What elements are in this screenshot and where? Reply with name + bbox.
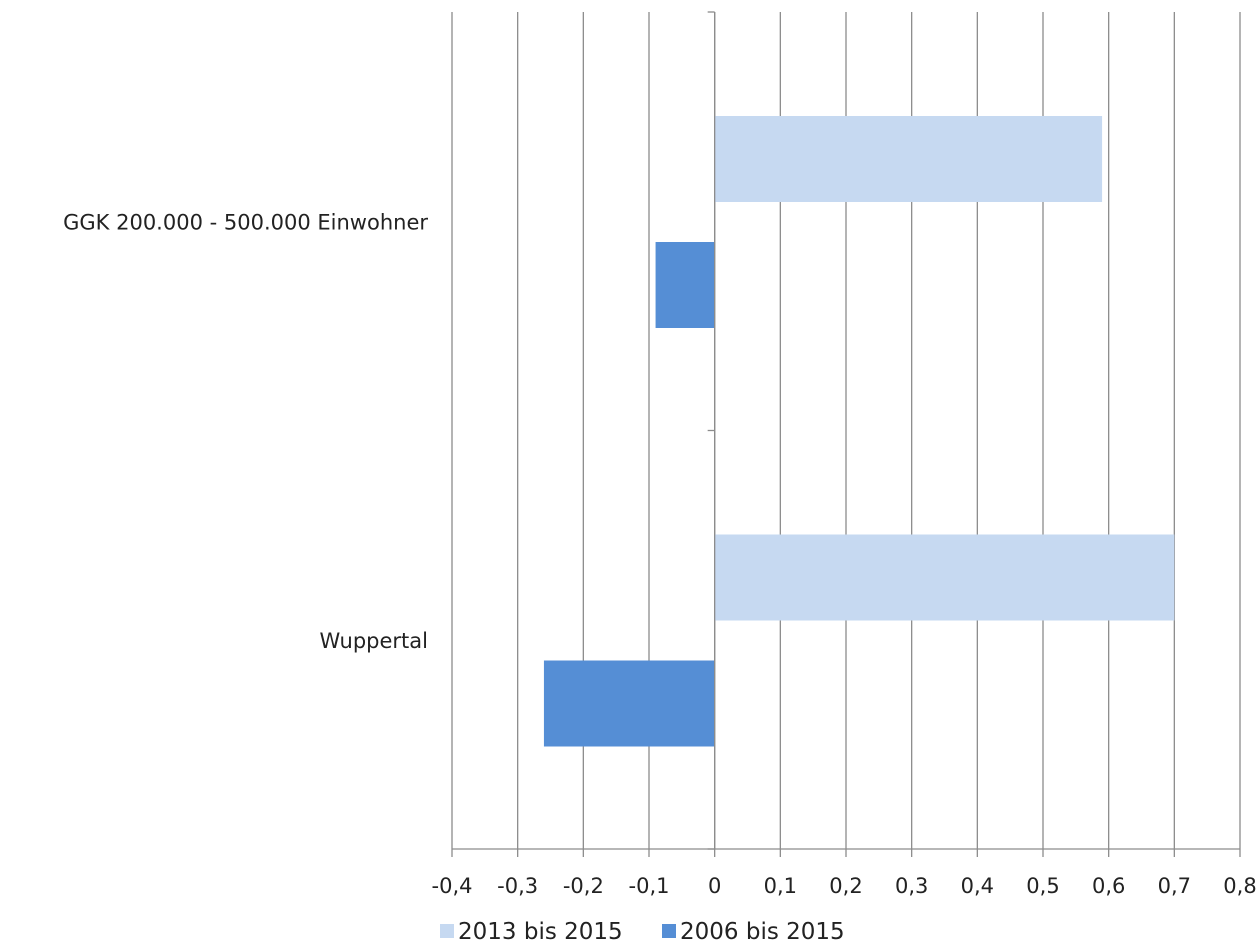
category-label: GGK 200.000 - 500.000 Einwohner <box>63 210 428 234</box>
x-tick-label: 0,7 <box>1158 874 1191 898</box>
x-tick-label: 0,5 <box>1026 874 1059 898</box>
x-tick-label: 0,8 <box>1223 874 1256 898</box>
bars <box>543 116 1175 747</box>
bar <box>655 242 715 328</box>
x-tick-labels: -0,4 -0,3 -0,2 -0,1 0 0,1 0,2 0,3 0,4 0,5 0,6 0,7 0,… <box>432 874 1257 898</box>
axes <box>452 11 1240 850</box>
legend: 2013 bis 2015 2006 bis 2015 <box>440 919 845 945</box>
x-tick-label: -0,2 <box>563 874 604 898</box>
legend-label: 2006 bis 2015 <box>680 919 845 945</box>
legend-swatch <box>662 924 676 938</box>
x-tick-label: 0,2 <box>829 874 862 898</box>
legend-label: 2013 bis 2015 <box>458 919 623 945</box>
x-tick-label: -0,1 <box>629 874 670 898</box>
category-labels: GGK 200.000 - 500.000 Einwohner Wuppertal <box>63 210 428 653</box>
x-tick-label: -0,4 <box>432 874 473 898</box>
bar <box>543 660 715 747</box>
bar <box>714 116 1103 202</box>
category-label: Wuppertal <box>320 629 428 653</box>
x-tick-label: 0,3 <box>895 874 928 898</box>
x-tick-label: 0 <box>708 874 721 898</box>
x-tick-label: 0,6 <box>1092 874 1125 898</box>
x-tick-label: 0,1 <box>764 874 797 898</box>
bar <box>714 534 1175 621</box>
x-tick-label: 0,4 <box>961 874 994 898</box>
x-tick-label: -0,3 <box>497 874 538 898</box>
legend-swatch <box>440 924 454 938</box>
